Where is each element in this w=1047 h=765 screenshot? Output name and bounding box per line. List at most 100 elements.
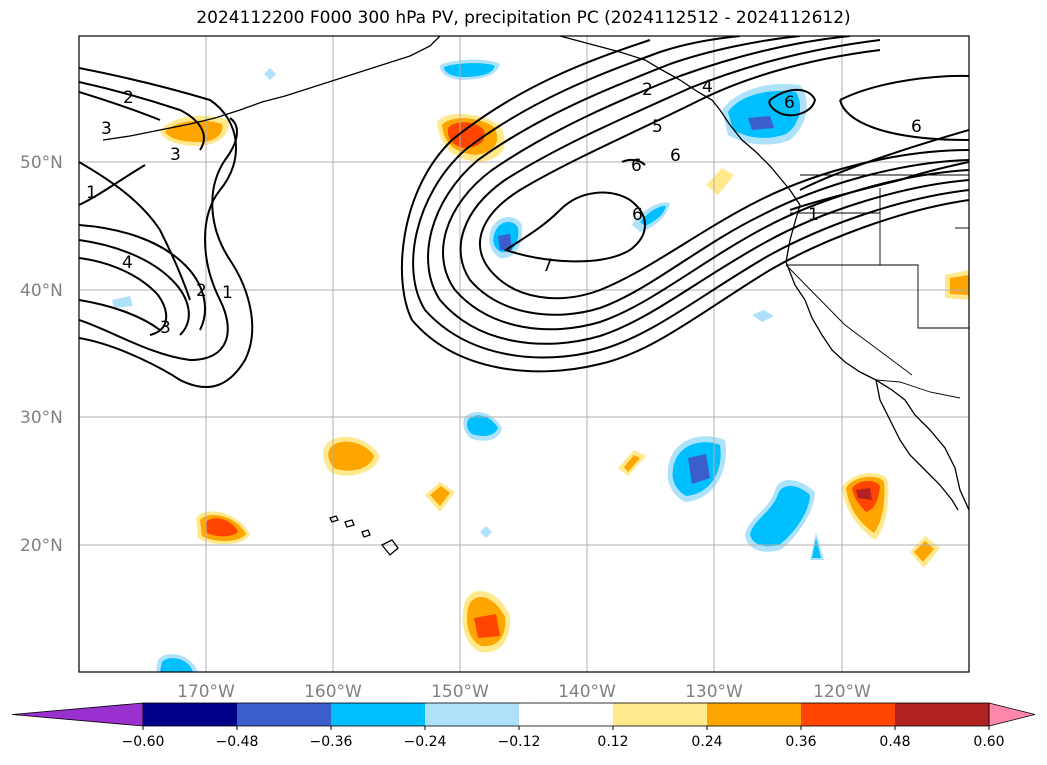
pv-contour: [79, 239, 190, 336]
colorbar-tick-label: 0.24: [691, 734, 722, 750]
colorbar-tick-label: 0.60: [973, 734, 1004, 750]
colorbar-tick-label: 0.36: [785, 734, 816, 750]
lat-tick-label: 40°N: [20, 281, 63, 301]
longitude-labels: 170°W 160°W 150°W 140°W 130°W 120°W: [177, 682, 871, 702]
colorbar-segment: [895, 703, 990, 726]
border-state: [785, 264, 913, 376]
precip-anomaly-negative: [688, 454, 710, 484]
precip-anomaly-negative: [444, 63, 495, 77]
contour-label: 3: [101, 119, 112, 139]
colorbar-segment: [237, 703, 332, 726]
pv-contour: [79, 67, 237, 362]
lon-tick-label: 160°W: [304, 682, 362, 702]
pv-contour: [79, 257, 168, 336]
map-panel: [79, 36, 969, 672]
lat-tick-label: 20°N: [20, 536, 63, 556]
precip-anomaly-positive: [328, 441, 374, 471]
coastlines: [102, 36, 969, 556]
precip-anomaly-positive: [914, 541, 934, 562]
precip-anomaly-positive: [706, 168, 734, 195]
contour-label: 1: [222, 283, 233, 303]
coastline: [785, 204, 969, 511]
contour-label: 6: [631, 156, 642, 176]
lon-tick-label: 170°W: [177, 682, 235, 702]
borders: [785, 174, 969, 399]
pv-contour: [79, 164, 146, 206]
contour-label: 6: [632, 205, 643, 225]
colorbar-segment: [801, 703, 896, 726]
pv-contour: [789, 161, 969, 211]
border-state: [786, 264, 969, 329]
contour-label: 2: [196, 281, 207, 301]
pv-contour: [79, 81, 205, 151]
colorbar-tick-label: 0.48: [879, 734, 910, 750]
colorbar-tick-label: −0.24: [404, 734, 447, 750]
latitude-labels: 50°N 40°N 30°N 20°N: [20, 153, 63, 556]
precip-anomaly-positive: [206, 518, 238, 537]
colorbar-tick-label: −0.48: [216, 734, 259, 750]
lat-tick-label: 30°N: [20, 408, 63, 428]
contour-label: 3: [170, 145, 181, 165]
lon-tick-label: 130°W: [685, 682, 743, 702]
precip-anomaly-positive: [950, 275, 969, 295]
pv-contour: [79, 161, 191, 301]
contour-label: 5: [652, 117, 663, 137]
pv-contour: [400, 39, 969, 373]
contour-label: 6: [911, 117, 922, 137]
pv-contour: [427, 36, 969, 345]
lon-tick-label: 140°W: [558, 682, 616, 702]
contour-label: 7: [542, 256, 553, 276]
pv-contour: [442, 36, 969, 331]
colorbar-outline: [142, 702, 990, 727]
colorbar-segment: [425, 703, 520, 726]
precip-anomaly-positive: [856, 488, 872, 500]
pv-contour: [79, 224, 206, 331]
precip-anomaly-negative: [752, 310, 774, 322]
colorbar-ticks: −0.60 −0.48 −0.36 −0.24 −0.12 0.12 0.24 0.36 0.4…: [122, 726, 1005, 750]
pv-contour: [459, 39, 969, 316]
colorbar-segment: [331, 703, 426, 726]
precip-anomaly-positive: [624, 455, 640, 472]
colorbar-segments: [11, 702, 1036, 727]
coastline: [559, 36, 801, 206]
map-frame: [78, 35, 970, 673]
pv-contour: [79, 117, 254, 389]
lon-tick-label: 120°W: [813, 682, 871, 702]
contour-label: 4: [702, 77, 713, 97]
contour-label: 2: [123, 88, 134, 108]
pv-contour: [768, 88, 817, 117]
colorbar-segment: [519, 703, 614, 726]
precip-anomaly-negative: [812, 538, 821, 558]
island: [361, 529, 371, 538]
gridlines: [79, 36, 969, 672]
pv-contour: [79, 91, 161, 121]
contour-label: 2: [642, 80, 653, 100]
pv-contour: [479, 49, 969, 300]
precipitation-shading: [112, 59, 969, 672]
colorbar: −0.60 −0.48 −0.36 −0.24 −0.12 0.12 0.24 0.36 0.4…: [11, 702, 1036, 750]
lat-tick-label: 50°N: [20, 153, 63, 173]
colorbar-segment: [143, 703, 238, 726]
lon-tick-label: 150°W: [431, 682, 489, 702]
precip-anomaly-negative: [480, 526, 492, 538]
colorbar-extend-max: [988, 702, 1036, 727]
contour-label: 1: [86, 183, 97, 203]
precip-anomaly-negative: [160, 658, 193, 672]
island: [329, 515, 339, 523]
colorbar-segment: [613, 703, 708, 726]
precip-anomaly-negative: [640, 205, 666, 226]
precip-anomaly-negative: [750, 485, 810, 547]
colorbar-tick-label: 0.12: [597, 734, 628, 750]
precip-anomaly-negative: [264, 68, 276, 80]
contour-labels: 2 3 3 1 4 2 1 3 2 4 5 6 6 6 6 7 6 1: [86, 77, 922, 338]
colorbar-segment: [707, 703, 802, 726]
colorbar-tick-label: −0.36: [310, 734, 353, 750]
border-us-mexico: [875, 379, 961, 399]
precip-anomaly-positive: [430, 486, 450, 506]
island: [380, 539, 399, 556]
colorbar-tick-label: −0.12: [498, 734, 541, 750]
contour-label: 1: [808, 205, 819, 225]
pv-contour: [799, 129, 969, 191]
pv-contour: [79, 299, 161, 331]
contour-label: 4: [122, 253, 133, 273]
